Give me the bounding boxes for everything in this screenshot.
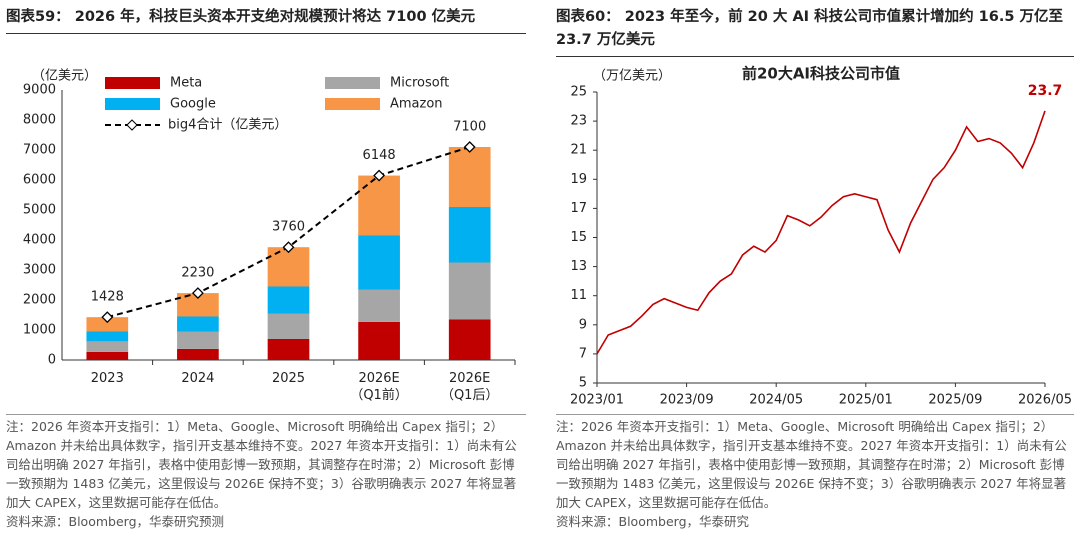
data-label: 23.7: [1028, 83, 1063, 99]
legend-swatch: [325, 77, 380, 89]
bar-segment: [267, 313, 310, 339]
bar-segment: [86, 351, 129, 360]
bar-segment: [267, 339, 310, 360]
total-marker: [373, 169, 386, 182]
note: 注：2026 年资本开支指引：1）Meta、Google、Microsoft 明…: [6, 419, 517, 510]
y-tick-label: 11: [570, 288, 587, 303]
notes: 注：2026 年资本开支指引：1）Meta、Google、Microsoft 明…: [556, 414, 1074, 531]
bar-segment: [86, 317, 129, 332]
y-tick-label: 0: [48, 353, 56, 368]
y-tick-label: 7000: [23, 143, 56, 158]
x-tick-label: 2026/05: [1018, 393, 1072, 408]
x-tick-label: 2026E （Q1前）: [350, 371, 408, 403]
y-tick-label: 6000: [23, 173, 56, 188]
y-tick-label: 5000: [23, 203, 56, 218]
bar-segment: [358, 321, 400, 360]
source: 资料来源：Bloomberg，华泰研究预测: [6, 514, 224, 529]
figure-caption: 图表60： 2023 年至今，前 20 大 AI 科技公司市值累计增加约 16.…: [556, 6, 1074, 57]
bar-segment: [448, 262, 491, 320]
x-tick-label: 2025: [272, 371, 305, 386]
bar-segment: [177, 331, 219, 349]
bar-segment: [358, 289, 400, 322]
bar-segment: [177, 293, 219, 317]
legend-swatch: [105, 77, 160, 89]
y-tick-label: 3000: [23, 263, 56, 278]
y-tick-label: 19: [570, 172, 587, 187]
legend-label: Amazon: [390, 97, 443, 112]
x-tick-label: 2024: [181, 371, 214, 386]
y-tick-label: 15: [570, 230, 587, 245]
x-tick-label: 2024/05: [749, 393, 803, 408]
y-tick-label: 2000: [23, 293, 56, 308]
note: 注：2026 年资本开支指引：1）Meta、Google、Microsoft 明…: [556, 419, 1067, 510]
bar-segment: [358, 175, 400, 236]
x-tick-label: 2025/09: [928, 393, 982, 408]
y-tick-label: 25: [570, 85, 587, 100]
legend-swatch: [325, 98, 380, 110]
y-tick-label: 21: [570, 143, 587, 158]
bar-segment: [448, 147, 491, 207]
y-tick-label: 1000: [23, 323, 56, 338]
chart-title: 前20大AI科技公司市值: [742, 65, 900, 83]
notes: 注：2026 年资本开支指引：1）Meta、Google、Microsoft 明…: [6, 414, 526, 531]
legend-label: Meta: [170, 76, 202, 91]
y-axis-label: （万亿美元）: [593, 69, 671, 84]
bar-segment: [448, 207, 491, 263]
legend-label: Microsoft: [390, 76, 449, 91]
y-tick-label: 4000: [23, 233, 56, 248]
figure-caption: 图表59： 2026 年，科技巨头资本开支绝对规模预计将达 7100 亿美元: [6, 6, 526, 34]
bar-segment: [267, 286, 310, 314]
y-tick-label: 9000: [23, 83, 56, 98]
bar-segment: [177, 316, 219, 332]
legend-swatch: [105, 98, 160, 110]
x-tick-label: 2025/01: [839, 393, 893, 408]
total-marker: [101, 311, 114, 324]
data-label: 6148: [363, 148, 396, 163]
x-tick-label: 2023/01: [570, 393, 624, 408]
bar-segment: [86, 341, 129, 352]
bar-segment: [448, 319, 491, 360]
total-marker: [282, 241, 295, 254]
x-tick-label: 2026E （Q1后）: [441, 371, 499, 403]
y-tick-label: 13: [570, 259, 587, 274]
source: 资料来源：Bloomberg，华泰研究: [556, 514, 749, 529]
total-marker: [463, 141, 476, 153]
total-marker: [191, 287, 204, 300]
y-tick-label: 9: [579, 317, 587, 332]
data-label: 7100: [453, 120, 486, 135]
x-tick-label: 2023/09: [660, 393, 714, 408]
legend-marker: [126, 119, 138, 131]
data-label: 1428: [91, 290, 124, 305]
series-line: [596, 110, 1046, 355]
bar-segment: [358, 235, 400, 290]
x-tick-label: 2023: [91, 371, 124, 386]
legend-label: Google: [170, 97, 216, 112]
y-tick-label: 8000: [23, 113, 56, 128]
y-tick-label: 23: [570, 114, 587, 129]
y-tick-label: 5: [579, 376, 587, 391]
bar-segment: [267, 247, 310, 287]
bar-segment: [86, 331, 129, 342]
y-tick-label: 17: [570, 201, 587, 216]
bar-segment: [177, 348, 219, 360]
legend-label: big4合计（亿美元）: [168, 118, 287, 133]
y-axis-label: （亿美元）: [32, 69, 97, 84]
data-label: 3760: [272, 220, 305, 235]
y-tick-label: 7: [579, 346, 587, 361]
data-label: 2230: [181, 266, 214, 281]
